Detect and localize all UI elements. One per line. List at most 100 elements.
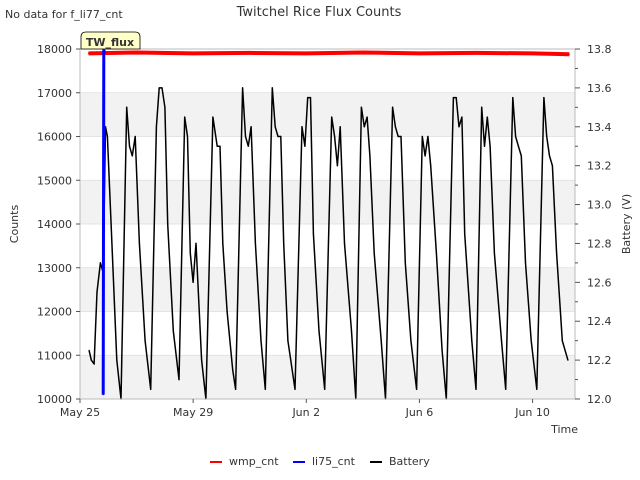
data-point-Battery: [254, 242, 256, 244]
data-point-Battery: [493, 252, 495, 254]
data-point-Battery: [520, 155, 522, 157]
data-point-Battery: [189, 252, 191, 254]
data-point-Battery: [400, 135, 402, 138]
data-point-Battery: [461, 116, 463, 118]
data-point-Battery: [464, 233, 466, 235]
data-point-Battery: [93, 363, 95, 365]
data-point-Battery: [343, 242, 346, 244]
y-left-tick-label: 11000: [37, 349, 72, 362]
x-tick-label: May 25: [60, 406, 100, 419]
y-right-tick-label: 13.6: [587, 82, 612, 95]
y-right-tick-label: 12.6: [587, 276, 612, 289]
data-point-Battery: [128, 145, 131, 147]
data-point-Battery: [104, 126, 107, 128]
data-point-Battery: [264, 388, 266, 390]
data-point-Battery: [226, 310, 228, 313]
data-point-Battery: [283, 242, 285, 244]
data-point-Battery: [201, 359, 203, 361]
data-point-Battery: [155, 126, 157, 128]
data-point-wmp-cnt: [418, 52, 420, 55]
data-point-Battery: [274, 126, 276, 128]
data-point-Battery: [260, 340, 262, 342]
y-axis-left: 10000 11000 12000 13000 14000 15000 16000 17000…: [37, 43, 80, 406]
y-left-tick-label: 18000: [37, 43, 72, 56]
x-axis: May 25 May 29 Jun 2 Jun 6 Jun 10: [60, 399, 550, 419]
data-point-Battery: [483, 145, 486, 147]
data-point-Battery: [471, 340, 473, 342]
data-point-Battery: [244, 135, 247, 138]
series-line-wmp-cnt: [88, 50, 570, 57]
x-tick-label: Jun 10: [514, 406, 550, 419]
site-label-box: TW_flux: [80, 31, 141, 50]
data-point-Battery: [126, 106, 128, 108]
data-point-Battery: [455, 97, 457, 99]
y-left-tick-label: 12000: [37, 306, 72, 319]
data-point-Battery: [110, 223, 112, 225]
y-right-tick-label: 13.4: [587, 121, 612, 134]
data-point-Battery: [350, 330, 353, 332]
data-point-wmp-cnt: [305, 52, 307, 55]
data-point-Battery: [192, 281, 194, 283]
y-left-tick-label: 17000: [37, 87, 72, 100]
data-point-Battery: [363, 126, 365, 128]
data-point-wmp-cnt: [192, 52, 194, 55]
data-point-Battery: [222, 242, 224, 244]
data-point-Battery: [167, 223, 169, 225]
data-point-wmp-cnt: [136, 51, 138, 54]
data-point-Battery: [380, 340, 382, 342]
data-point-Battery: [280, 135, 282, 138]
y-right-tick-label: 13.0: [587, 199, 612, 212]
data-point-Battery: [99, 262, 101, 264]
data-point-Battery: [212, 116, 214, 118]
data-point-wmp-cnt: [362, 51, 364, 54]
data-point-Battery: [512, 97, 514, 99]
data-point-Battery: [324, 388, 326, 390]
data-point-Battery: [543, 97, 545, 99]
data-point-Battery: [458, 126, 460, 128]
y-left-tick-label: 13000: [37, 262, 72, 275]
data-point-Battery: [524, 262, 527, 264]
data-point-wmp-cnt: [249, 52, 251, 54]
data-point-Battery: [250, 126, 252, 128]
y-axis-right: 12.0 12.2 12.4 12.6 12.8 13.0 13.2 13.4 13.6 13.8: [575, 43, 612, 406]
data-point-Battery: [561, 340, 563, 342]
data-point-Battery: [318, 330, 320, 332]
y-axis-left-label: Counts: [8, 205, 21, 244]
y-right-tick-label: 12.4: [587, 315, 612, 328]
data-point-Battery: [505, 388, 507, 390]
data-point-Battery: [247, 145, 249, 147]
data-point-Battery: [134, 135, 136, 138]
data-point-Battery: [392, 106, 394, 108]
data-point-Battery: [427, 135, 429, 138]
site-label: TW_flux: [86, 36, 134, 49]
data-point-Battery: [489, 145, 491, 147]
y-left-tick-label: 15000: [37, 174, 72, 187]
data-point-Battery: [309, 97, 312, 99]
data-point-Battery: [556, 252, 558, 254]
y-right-tick-label: 12.0: [587, 393, 612, 406]
legend-label: wmp_cnt: [229, 455, 279, 468]
data-point-Battery: [294, 388, 296, 390]
data-point-Battery: [235, 388, 237, 390]
y-left-tick-label: 10000: [37, 393, 72, 406]
data-point-Battery: [452, 97, 454, 99]
data-point-Battery: [475, 388, 477, 390]
no-data-note: No data for f_li77_cnt: [5, 8, 123, 21]
data-point-Battery: [397, 135, 399, 138]
data-point-Battery: [90, 359, 92, 361]
data-point-wmp-cnt: [532, 52, 534, 55]
data-point-Battery: [161, 87, 163, 89]
data-point-wmp-cnt: [568, 53, 570, 55]
data-point-Battery: [441, 349, 443, 351]
data-point-Battery: [164, 106, 166, 108]
x-tick-label: Jun 2: [291, 406, 320, 419]
y-right-tick-label: 13.2: [587, 160, 612, 173]
data-point-Battery: [331, 116, 333, 118]
data-point-Battery: [312, 233, 314, 235]
data-point-Battery: [88, 349, 90, 351]
x-tick-label: May 29: [173, 406, 213, 419]
data-point-Battery: [334, 135, 336, 138]
y-axis-right-label: Battery (V): [620, 194, 633, 254]
legend-label: li75_cnt: [312, 455, 356, 468]
data-point-Battery: [424, 155, 426, 157]
